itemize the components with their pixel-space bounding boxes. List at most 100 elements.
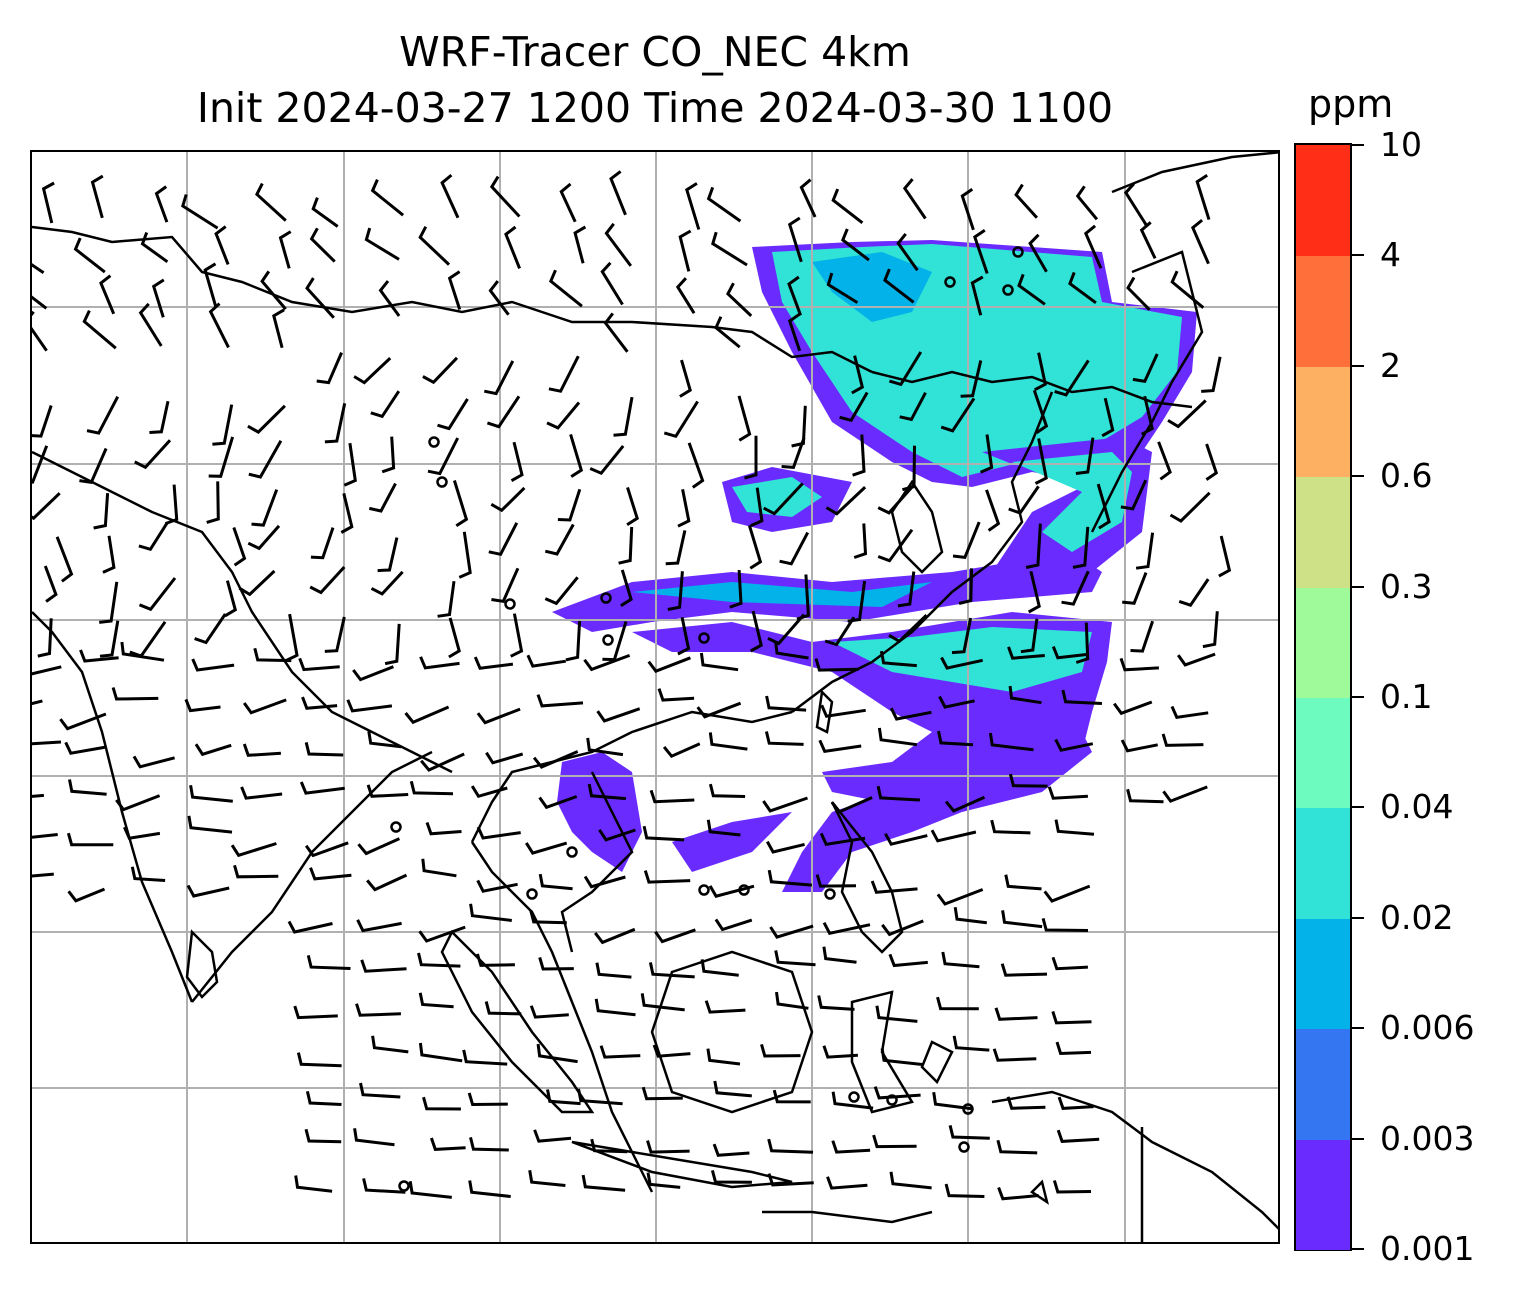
wind-barb (1075, 622, 1090, 664)
wind-barb (1075, 437, 1095, 475)
wind-barb (120, 641, 165, 662)
wind-barb (1126, 276, 1151, 311)
wind-barb (787, 216, 803, 263)
colorbar-tick (1352, 144, 1364, 146)
coast-himalaya (32, 450, 453, 774)
wind-barb (1190, 218, 1210, 265)
colorbar-segment (1296, 917, 1350, 1030)
wind-barb (944, 1183, 985, 1198)
wind-barb (469, 903, 512, 922)
wind-barb (238, 569, 276, 597)
wind-barb (425, 821, 462, 836)
wind-barb (149, 400, 170, 434)
wind-barb (799, 178, 817, 218)
wind-barb (1123, 182, 1149, 228)
wind-barb (839, 391, 869, 423)
map-title: WRF-Tracer CO_NEC 4km (399, 28, 911, 76)
wind-barb (706, 1048, 741, 1066)
wind-barb (73, 237, 106, 274)
wind-barb (1033, 352, 1048, 392)
wind-barb (888, 351, 923, 387)
wind-barb (418, 225, 451, 266)
wind-barb (877, 528, 914, 563)
wind-barb (79, 649, 119, 663)
tracer-plume-layer (552, 240, 1197, 892)
wind-barb (831, 188, 864, 224)
wind-barb (851, 355, 865, 395)
coast-india-west (32, 611, 194, 1003)
plume-south-arm (782, 712, 1092, 892)
colorbar-tick-label: 0.001 (1380, 1229, 1475, 1268)
wind-barb (840, 228, 870, 262)
wind-barb (304, 1128, 342, 1144)
wind-barb (488, 522, 519, 557)
wind-barb (253, 647, 292, 663)
plume-northeast-inner (812, 252, 932, 322)
wind-barb (287, 920, 333, 934)
wind-barb (134, 439, 172, 470)
wind-barb (1056, 1129, 1100, 1143)
wind-barb (247, 404, 286, 434)
wind-barb (767, 1173, 814, 1187)
colorbar-tick-label: 0.006 (1380, 1008, 1475, 1048)
colorbar-segment (1296, 476, 1350, 588)
wind-barb (587, 783, 627, 801)
wind-barb (1041, 918, 1089, 932)
wind-barb (214, 225, 230, 265)
wind-barb (154, 185, 169, 223)
wind-barb (960, 188, 975, 231)
wind-barb (940, 656, 984, 670)
wind-barb (641, 1086, 683, 1101)
wind-barb (764, 731, 804, 746)
wind-barb (230, 842, 277, 858)
wind-barb (704, 1000, 746, 1014)
wind-barb (1101, 397, 1115, 438)
calm-wind-circle (962, 1103, 974, 1115)
wind-barb (64, 741, 107, 755)
wind-barb (306, 955, 351, 970)
wind-barb (115, 794, 161, 812)
wind-barb (1176, 652, 1216, 667)
wind-barb (767, 869, 813, 887)
wind-barb (485, 751, 524, 765)
wind-barb (992, 1048, 1037, 1062)
wind-barb (708, 884, 755, 898)
wind-barb (1202, 611, 1219, 649)
wind-barb (418, 925, 466, 943)
wind-barb (642, 825, 685, 842)
wind-barb (980, 434, 994, 474)
wind-barb (583, 653, 631, 672)
wind-barb (1122, 572, 1148, 605)
wind-barb (1130, 620, 1155, 653)
colorbar-tick (1352, 1137, 1364, 1140)
wind-barb (985, 489, 1001, 532)
coast-island-b (1030, 1179, 1049, 1205)
wind-barb (418, 992, 454, 1009)
wind-barb (82, 309, 117, 350)
wind-barb (590, 1138, 628, 1154)
map-panel (30, 150, 1280, 1244)
wind-barb (440, 173, 460, 219)
wind-barb (595, 962, 632, 979)
coast-sumatra (440, 929, 595, 1114)
calm-wind-circle (602, 634, 614, 646)
wind-barb (1120, 479, 1148, 511)
wind-barb (941, 951, 980, 969)
colorbar-segment (1296, 697, 1350, 809)
calm-wind-circle (566, 846, 578, 858)
colorbar-tick (1352, 696, 1364, 698)
wind-barb (529, 909, 567, 925)
wind-barb (421, 858, 457, 878)
wind-barb (817, 995, 855, 1011)
wind-barb (359, 1082, 401, 1099)
wind-barb (647, 656, 691, 674)
wind-barb (469, 1137, 509, 1152)
wind-barb (420, 752, 465, 772)
wind-barb (32, 310, 48, 352)
wind-barb (679, 359, 692, 398)
wind-barb (536, 694, 584, 708)
wind-barb (248, 439, 283, 479)
wind-barb (902, 178, 927, 220)
colorbar-segment (1296, 145, 1350, 257)
colorbar-tick-label: 10 (1380, 125, 1422, 164)
